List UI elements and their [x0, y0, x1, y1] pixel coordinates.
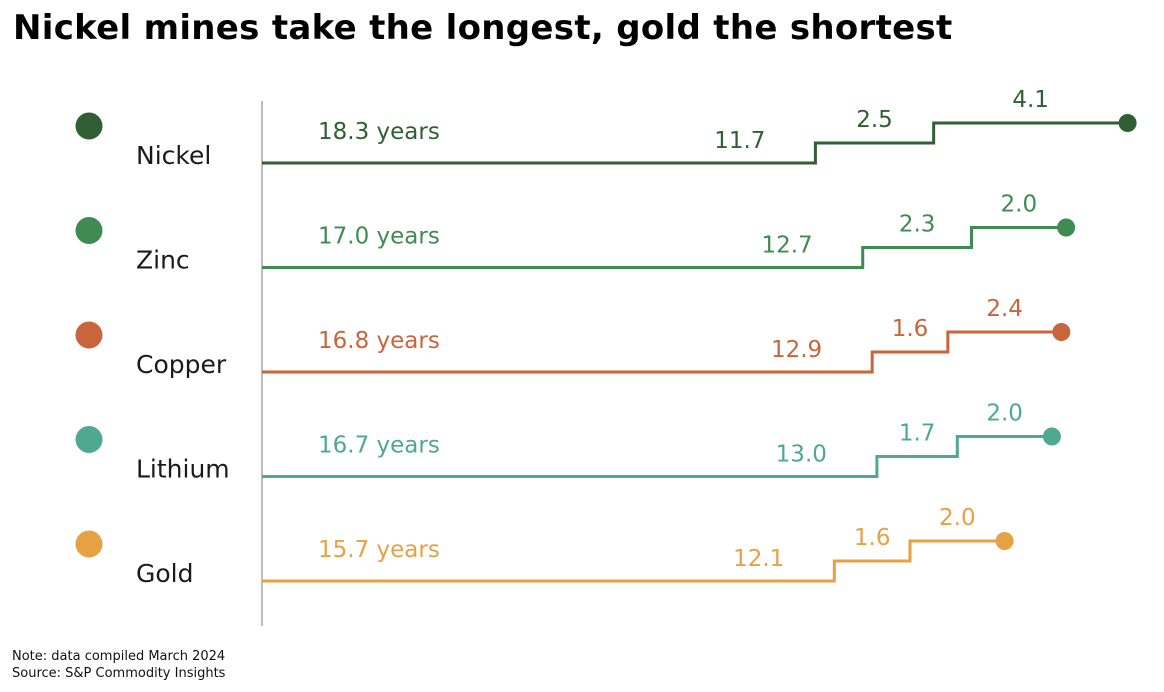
end-marker-lithium [1042, 427, 1061, 446]
legend-dot-lithium [75, 426, 103, 453]
segment-label-nickel: 11.7 [714, 128, 765, 154]
segment-label-zinc: 12.7 [761, 233, 812, 259]
series-label-zinc: Zinc [136, 246, 190, 275]
total-label-copper: 16.8 years [318, 328, 440, 354]
legend-dot-copper [75, 321, 103, 349]
end-marker-nickel [1118, 114, 1137, 132]
segment-label-lithium: 13.0 [776, 442, 827, 468]
segment-label-lithium: 2.0 [986, 401, 1023, 427]
segment-label-copper: 1.6 [892, 316, 929, 342]
series-label-lithium: Lithium [136, 455, 230, 484]
step-line-zinc [262, 226, 1067, 269]
end-marker-zinc [1057, 218, 1076, 237]
segment-label-zinc: 2.0 [1001, 192, 1038, 218]
segment-label-gold: 2.0 [939, 505, 976, 531]
series-label-nickel: Nickel [136, 141, 211, 170]
total-label-gold: 15.7 years [318, 537, 440, 563]
step-line-gold [262, 539, 1005, 583]
legend-dot-zinc [75, 217, 103, 244]
legend-dot-gold [75, 530, 103, 558]
segment-label-nickel: 2.5 [856, 107, 893, 133]
series-label-gold: Gold [136, 559, 193, 588]
segment-label-nickel: 4.1 [1012, 87, 1049, 113]
chart-title: Nickel mines take the longest, gold the … [13, 8, 953, 48]
series-label-copper: Copper [136, 350, 227, 379]
total-label-nickel: 18.3 years [318, 119, 440, 145]
total-label-zinc: 17.0 years [318, 224, 440, 250]
segment-label-lithium: 1.7 [899, 421, 936, 447]
segment-label-gold: 1.6 [854, 525, 891, 551]
segment-label-copper: 2.4 [986, 296, 1023, 322]
total-label-lithium: 16.7 years [318, 433, 440, 459]
segment-label-zinc: 2.3 [899, 212, 936, 238]
segment-label-copper: 12.9 [771, 337, 822, 363]
legend-dot-nickel [75, 112, 103, 140]
end-marker-gold [995, 532, 1014, 550]
note-text: Note: data compiled March 2024 [12, 649, 226, 664]
segment-label-gold: 12.1 [733, 546, 784, 572]
step-line-nickel [262, 121, 1128, 165]
source-text: Source: S&P Commodity Insights [12, 666, 226, 681]
end-marker-copper [1052, 323, 1071, 341]
step-line-copper [262, 330, 1062, 374]
step-line-lithium [262, 435, 1052, 478]
